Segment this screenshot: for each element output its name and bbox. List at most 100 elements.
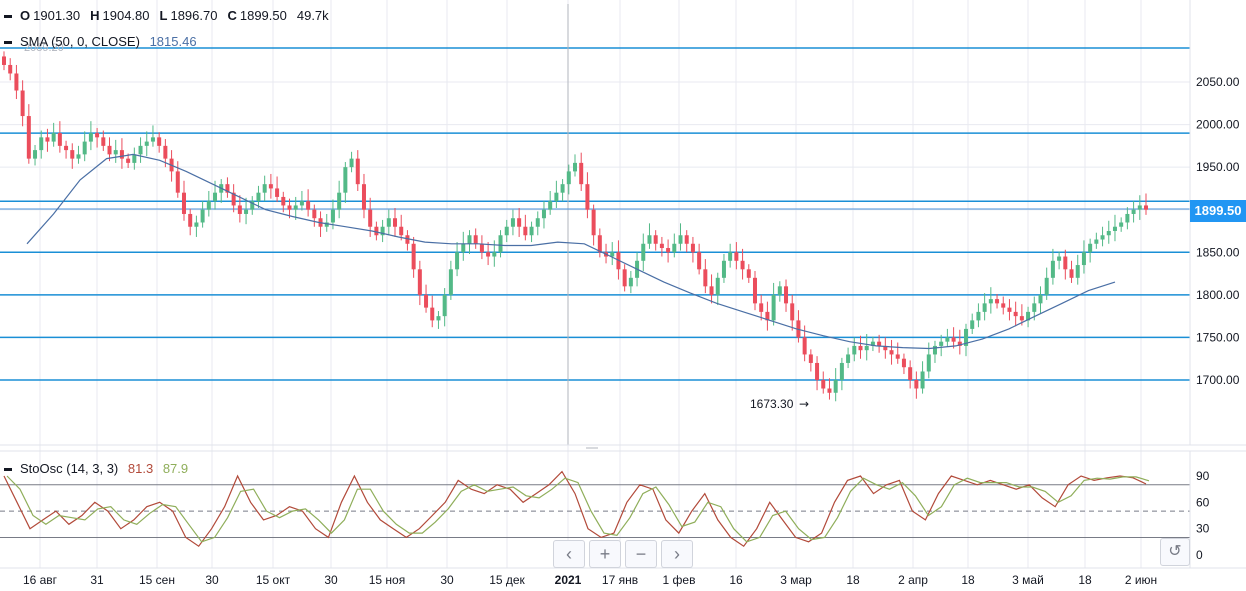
- candle-body: [808, 354, 813, 363]
- candle-body: [703, 269, 708, 287]
- candle-body: [653, 235, 658, 244]
- candle-body: [442, 294, 447, 317]
- sma-value: 1815.46: [149, 34, 197, 49]
- candle-body: [287, 205, 292, 210]
- candle-body: [20, 90, 25, 117]
- candle-body: [784, 286, 789, 304]
- collapse-icon[interactable]: [4, 15, 12, 19]
- candle-body: [517, 218, 522, 227]
- candle-body: [1137, 205, 1142, 210]
- candle-body: [399, 226, 404, 236]
- time-tick-label: 18: [846, 573, 860, 587]
- candle-body: [132, 154, 137, 163]
- candle-body: [225, 184, 230, 193]
- candle-body: [200, 209, 205, 223]
- candle-body: [802, 337, 807, 355]
- zoom-in-button[interactable]: +: [589, 540, 621, 568]
- candle-body: [1032, 303, 1037, 312]
- time-tick-label: 2 апр: [898, 573, 928, 587]
- candle-body: [244, 209, 249, 214]
- candle-body: [1094, 239, 1099, 244]
- candle-body: [914, 379, 919, 389]
- candle-body: [864, 345, 869, 351]
- candle-body: [821, 379, 826, 389]
- zoom-out-button[interactable]: −: [625, 540, 657, 568]
- sma-legend[interactable]: SMA (50, 0, CLOSE) 1815.46: [4, 34, 197, 49]
- sma-line: [26, 153, 1116, 350]
- collapse-icon[interactable]: [4, 41, 12, 45]
- candle-body: [870, 341, 875, 346]
- candle-body: [1050, 260, 1055, 278]
- candle-body: [1019, 316, 1024, 321]
- candle-body: [33, 150, 38, 159]
- candle-body: [1075, 265, 1080, 278]
- candle-body: [107, 145, 112, 155]
- candle-body: [678, 235, 683, 244]
- stoch-k-value: 81.3: [127, 461, 154, 476]
- time-tick-label: 31: [90, 573, 104, 587]
- time-tick-label: 15 окт: [256, 573, 291, 587]
- candle-body: [815, 362, 820, 380]
- candle-body: [976, 311, 981, 321]
- candle-body: [957, 341, 962, 346]
- candle-body: [746, 269, 751, 278]
- candle-body: [231, 192, 236, 206]
- candle-body: [597, 235, 602, 253]
- time-tick-label: 15 сен: [139, 573, 175, 587]
- scroll-back-button[interactable]: ‹: [553, 540, 585, 568]
- candle-body: [734, 252, 739, 261]
- time-tick-label: 2021: [555, 573, 582, 587]
- collapse-icon[interactable]: [4, 468, 12, 472]
- candle-body: [554, 192, 559, 202]
- time-axis[interactable]: 16 авг 31 15 сен 30 15 окт 30 15 ноя 30 15 дек 20…: [23, 573, 1157, 587]
- navigation-controls: ‹ + − ›: [553, 540, 693, 568]
- candle-body: [852, 345, 857, 355]
- candle-body: [361, 184, 366, 210]
- high-value: 1904.80: [102, 8, 150, 23]
- candle-body: [988, 299, 993, 304]
- candle-body: [163, 145, 168, 159]
- reset-chart-button[interactable]: ↺: [1160, 538, 1190, 566]
- candle-body: [1112, 226, 1117, 231]
- candle-body: [690, 243, 695, 253]
- candle-body: [138, 145, 143, 155]
- candle-body: [939, 341, 944, 346]
- stoch-k-line: [3, 470, 1147, 548]
- candle-body: [113, 150, 118, 155]
- candle-body: [715, 277, 720, 295]
- candle-body: [150, 137, 155, 142]
- candle-body: [790, 303, 795, 321]
- candle-body: [970, 320, 975, 329]
- candle-body: [70, 150, 75, 159]
- candle-body: [1119, 222, 1124, 227]
- candle-body: [51, 133, 56, 142]
- close-value: 1899.50: [239, 8, 287, 23]
- osc-tick-label: 90: [1196, 469, 1210, 483]
- scroll-forward-button[interactable]: ›: [661, 540, 693, 568]
- candle-body: [504, 226, 509, 236]
- candle-body: [510, 218, 515, 227]
- candle-body: [330, 209, 335, 223]
- grid-lines: [0, 0, 1190, 568]
- candlestick-series: [2, 51, 1148, 402]
- candle-body: [1081, 252, 1086, 266]
- oscillator-axis[interactable]: 90 60 30 0: [1196, 469, 1210, 562]
- candle-body: [697, 252, 702, 270]
- candle-body: [1088, 243, 1093, 253]
- candle-body: [119, 150, 124, 159]
- candle-body: [188, 213, 193, 227]
- time-tick-label: 30: [324, 573, 338, 587]
- price-axis[interactable]: 2050.002000.001950.001900.001850.001800.…: [1196, 75, 1240, 387]
- stoch-label: StoOsc (14, 3, 3): [20, 461, 119, 476]
- candle-body: [393, 218, 398, 227]
- candle-body: [436, 316, 441, 321]
- candle-body: [26, 116, 31, 159]
- candle-body: [8, 64, 13, 74]
- candle-body: [181, 192, 186, 214]
- candle-body: [417, 269, 422, 295]
- stoch-legend[interactable]: StoOsc (14, 3, 3) 81.3 87.9: [4, 461, 188, 476]
- candle-body: [740, 260, 745, 270]
- low-value: 1896.70: [170, 8, 218, 23]
- candle-body: [535, 218, 540, 227]
